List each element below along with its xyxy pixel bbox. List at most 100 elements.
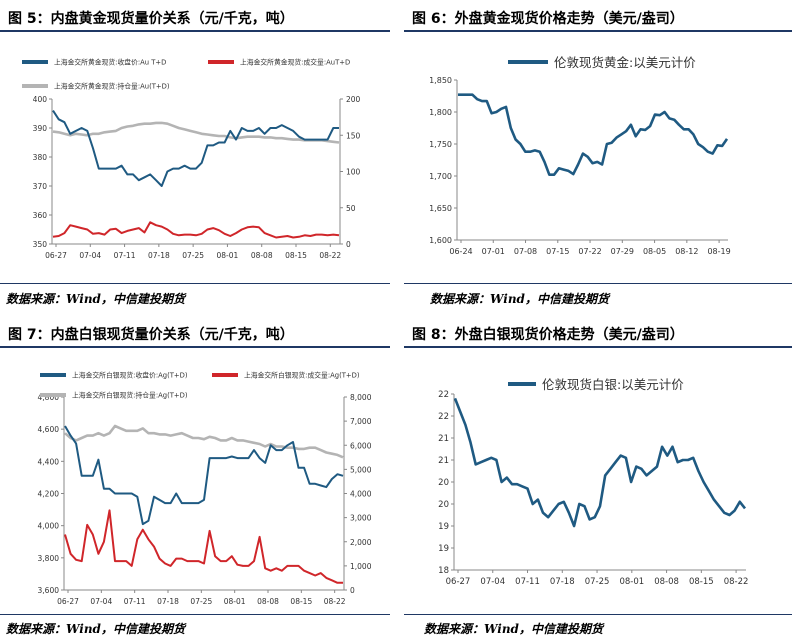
x-tick-label: 07-25 <box>182 251 204 260</box>
legend-label: 上海金交所白银现货:收盘价:Ag(T+D) <box>72 371 188 380</box>
y-tick-label-left: 370 <box>33 182 48 191</box>
y-tick-label-right: 200 <box>346 95 361 104</box>
y-tick-label-left: 22 <box>438 390 449 400</box>
chart-title: 图 8：外盘白银现货价格走势（美元/盎司） <box>412 327 684 343</box>
y-tick-label-right: 2,000 <box>350 538 372 547</box>
x-tick-label: 07-08 <box>514 247 537 256</box>
x-tick-label: 07-11 <box>515 577 540 587</box>
y-tick-label-left: 18 <box>438 566 449 576</box>
x-tick-label: 06-27 <box>57 597 79 606</box>
chart-london-silver: 18 19 19 20 20 21 21 22 22 06-27 07-04 07-11 07-18 07… <box>438 377 749 587</box>
y-tick-label-right: 1,000 <box>350 562 372 571</box>
x-tick-label: 07-18 <box>550 577 575 587</box>
x-tick-label: 06-24 <box>449 247 472 256</box>
y-tick-label-left: 400 <box>33 95 48 104</box>
y-tick-label-left: 4,800 <box>38 393 60 402</box>
bottom-rule <box>0 283 390 284</box>
x-tick-label: 08-12 <box>675 247 698 256</box>
legend-label: 伦敦现货黄金:以美元计价 <box>554 55 696 70</box>
x-tick-label: 06-27 <box>446 577 471 587</box>
chart-domestic-gold: 350 360 370 380 390 400 0 50 100 150 200 06-27 07-04… <box>22 58 361 260</box>
x-tick-label: 07-15 <box>546 247 569 256</box>
y-tick-label-left: 390 <box>33 124 48 133</box>
y-tick-label-left: 19 <box>438 544 449 554</box>
y-tick-label-left: 380 <box>33 153 48 162</box>
y-tick-label-left: 1,800 <box>429 108 452 117</box>
panel-domestic-silver: 图 7：内盘白银现货量价关系（元/千克，吨） 3,600 3,800 4,000 4,… <box>0 318 396 638</box>
x-tick-label: 07-22 <box>578 247 601 256</box>
chart-title: 图 5：内盘黄金现货量价关系（元/千克，吨） <box>8 11 294 27</box>
x-tick-label: 08-15 <box>689 577 714 587</box>
x-tick-label: 08-01 <box>619 577 644 587</box>
source-note: 数据来源：Wind，中信建投期货 <box>6 292 185 306</box>
chart-title: 图 7：内盘白银现货量价关系（元/千克，吨） <box>8 327 294 343</box>
y-tick-label-right: 50 <box>346 204 356 213</box>
y-tick-label-left: 22 <box>438 412 449 422</box>
bottom-rule <box>0 614 390 615</box>
panel-domestic-gold: 图 5：内盘黄金现货量价关系（元/千克，吨） 350 360 370 380 390 40… <box>0 0 396 310</box>
y-tick-label-left: 4,400 <box>38 457 60 466</box>
x-tick-label: 07-29 <box>611 247 634 256</box>
chart-title: 图 6：外盘黄金现货价格走势（美元/盎司） <box>412 11 684 27</box>
x-tick-label: 08-22 <box>724 577 749 587</box>
panel-london-gold: 图 6：外盘黄金现货价格走势（美元/盎司） 1,600 1,650 1,700 1,7… <box>400 0 792 310</box>
x-tick-label: 07-04 <box>90 597 112 606</box>
source-note: 数据来源：Wind，中信建投期货 <box>6 622 185 636</box>
x-tick-label: 07-01 <box>482 247 505 256</box>
series-line <box>52 221 340 239</box>
series-line <box>64 424 344 459</box>
title-rule <box>404 346 792 348</box>
y-tick-label-right: 5,000 <box>350 465 372 474</box>
x-tick-label: 08-08 <box>251 251 273 260</box>
series-line <box>64 509 343 584</box>
series-line <box>458 93 729 176</box>
legend-label: 伦敦现货白银:以美元计价 <box>542 377 684 392</box>
y-tick-label-left: 3,800 <box>38 554 60 563</box>
y-tick-label-right: 150 <box>346 131 361 140</box>
title-rule <box>0 30 390 32</box>
y-tick-label-right: 0 <box>346 240 351 249</box>
y-tick-label-left: 360 <box>33 211 48 220</box>
x-tick-label: 08-22 <box>319 251 341 260</box>
y-tick-label-right: 0 <box>350 586 355 595</box>
y-tick-label-right: 7,000 <box>350 417 372 426</box>
x-tick-label: 07-18 <box>148 251 170 260</box>
x-tick-label: 08-08 <box>257 597 279 606</box>
x-tick-label: 06-27 <box>45 251 67 260</box>
x-tick-label: 07-04 <box>480 577 505 587</box>
y-tick-label-left: 20 <box>438 500 449 510</box>
legend-label: 上海金交所白银现货:成交量:Ag(T+D) <box>244 371 360 380</box>
y-tick-label-left: 1,600 <box>429 236 452 245</box>
title-rule <box>404 30 792 32</box>
bottom-rule <box>404 283 792 284</box>
legend-label: 上海金交所黄金现货:持仓量:Au(T+D) <box>54 82 170 91</box>
y-tick-label-left: 21 <box>438 434 449 444</box>
y-tick-label-left: 19 <box>438 522 449 532</box>
y-tick-label-left: 20 <box>438 478 449 488</box>
panel-london-silver: 图 8：外盘白银现货价格走势（美元/盎司） 18 19 19 20 20 21 21 22 22… <box>400 318 792 638</box>
y-tick-label-left: 3,600 <box>38 586 60 595</box>
chart-london-gold: 1,600 1,650 1,700 1,750 1,800 1,850 06-24 07-01… <box>429 55 731 256</box>
y-tick-label-right: 8,000 <box>350 393 372 402</box>
x-tick-label: 08-15 <box>290 597 312 606</box>
x-tick-label: 07-25 <box>190 597 212 606</box>
y-tick-label-left: 1,700 <box>429 172 452 181</box>
series-line <box>52 110 339 187</box>
source-note: 数据来源：Wind，中信建投期货 <box>424 622 603 636</box>
x-tick-label: 07-11 <box>124 597 146 606</box>
legend-label: 上海金交所黄金现货:成交量:AuT+D <box>240 58 350 67</box>
legend-label: 上海金交所白银现货:持仓量:Ag(T+D) <box>72 391 188 400</box>
x-tick-label: 08-05 <box>643 247 666 256</box>
title-rule <box>0 346 390 348</box>
x-tick-label: 08-01 <box>217 251 239 260</box>
x-tick-label: 07-25 <box>585 577 610 587</box>
y-tick-label-left: 4,000 <box>38 522 60 531</box>
y-tick-label-left: 21 <box>438 456 449 466</box>
y-tick-label-right: 4,000 <box>350 490 372 499</box>
y-tick-label-right: 3,000 <box>350 514 372 523</box>
y-tick-label-right: 6,000 <box>350 441 372 450</box>
bottom-rule <box>404 614 792 615</box>
x-tick-label: 08-19 <box>707 247 730 256</box>
x-tick-label: 08-22 <box>324 597 346 606</box>
series-line <box>64 425 344 526</box>
